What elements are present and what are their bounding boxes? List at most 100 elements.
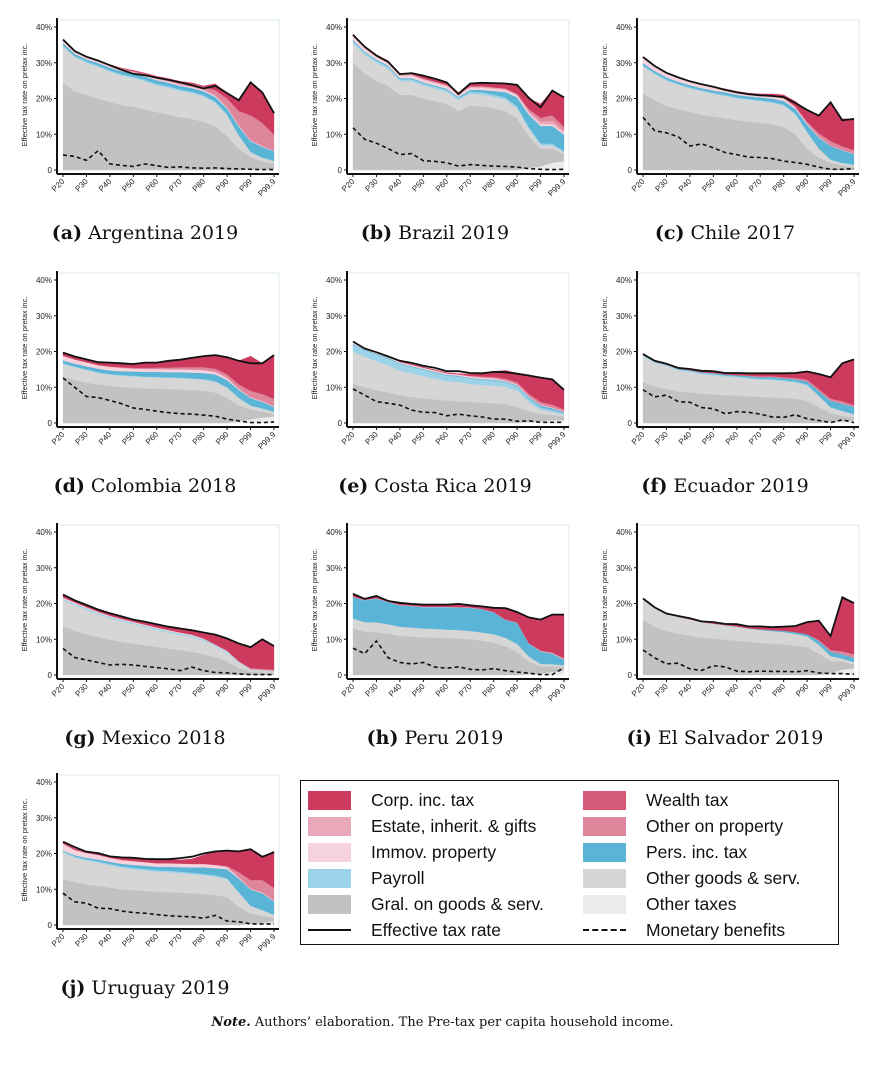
legend-label: Wealth tax <box>646 789 729 810</box>
x-tick-label: P90 <box>504 682 521 699</box>
chart-caption: (i) El Salvador 2019 <box>580 727 870 749</box>
y-tick-label: 10% <box>326 383 342 392</box>
chart-title: Argentina 2019 <box>88 222 239 244</box>
x-tick-label: P50 <box>700 430 717 447</box>
y-axis-label: Effective tax rate on pretax inc. <box>310 549 319 652</box>
x-tick-label: P60 <box>434 682 451 699</box>
legend-item: Gral. on goods & serv. <box>308 891 544 917</box>
chart-panel: 0 10% 20% 30% 40% P20 P30 P40 P50 P60 P70 P80 P90 P99… <box>0 755 290 1005</box>
chart-caption: (b) Brazil 2019 <box>290 222 580 244</box>
caption-letter: (j) <box>60 977 86 999</box>
y-tick-label: 10% <box>616 383 632 392</box>
legend-item: Estate, inherit. & gifts <box>308 813 544 839</box>
legend-label: Other goods & serv. <box>646 867 801 888</box>
x-tick-label: P80 <box>191 682 208 699</box>
legend-swatch <box>308 868 351 888</box>
x-tick-label: P80 <box>771 682 788 699</box>
x-tick-label: P40 <box>97 177 114 194</box>
x-tick-label: P80 <box>191 177 208 194</box>
caption-letter: (d) <box>53 475 85 497</box>
x-tick-label: P40 <box>387 430 404 447</box>
y-tick-label: 30% <box>36 59 52 68</box>
y-tick-label: 40% <box>616 528 632 537</box>
y-tick-label: 30% <box>36 814 52 823</box>
y-tick-label: 40% <box>326 23 342 32</box>
y-tick-label: 30% <box>326 312 342 321</box>
x-tick-label: P30 <box>73 177 90 194</box>
caption-letter: (c) <box>654 222 685 244</box>
chart-title: Uruguay 2019 <box>91 977 230 999</box>
chart-title: Brazil 2019 <box>398 222 510 244</box>
chart-panel: 0 10% 20% 30% 40% P20 P30 P40 P50 P60 P70 P80 P90 P99… <box>580 0 870 250</box>
area-chart: 0 10% 20% 30% 40% P20 P30 P40 P50 P60 P70 P80 P90 P99… <box>20 773 280 953</box>
x-tick-label: P50 <box>700 682 717 699</box>
x-tick-label: P70 <box>167 430 184 447</box>
legend-swatch <box>308 790 351 810</box>
area-chart: 0 10% 20% 30% 40% P20 P30 P40 P50 P60 P70 P80 P90 P99… <box>600 523 860 703</box>
effective-tax-rate-line <box>62 351 275 365</box>
y-axis-label: Effective tax rate on pretax inc. <box>20 297 29 400</box>
chart-caption: (c) Chile 2017 <box>580 222 870 244</box>
y-tick-label: 40% <box>616 276 632 285</box>
legend-label: Pers. inc. tax <box>646 841 748 862</box>
y-tick-label: 10% <box>616 130 632 139</box>
y-tick-label: 10% <box>36 130 52 139</box>
legend-item: Payroll <box>308 865 544 891</box>
effective-tax-rate-line <box>642 596 855 638</box>
y-tick-label: 30% <box>326 59 342 68</box>
x-tick-label: P80 <box>191 932 208 949</box>
legend-swatch <box>583 842 626 862</box>
x-tick-label: P30 <box>363 430 380 447</box>
effective-tax-rate-line <box>62 38 275 114</box>
x-tick-label: P40 <box>387 177 404 194</box>
x-tick-label: P30 <box>653 682 670 699</box>
y-tick-label: 30% <box>36 564 52 573</box>
x-tick-label: P40 <box>97 932 114 949</box>
chart-title: Chile 2017 <box>690 222 796 244</box>
chart-title: Mexico 2018 <box>101 727 226 749</box>
x-tick-label: P40 <box>387 682 404 699</box>
x-tick-label: P99.9 <box>546 682 568 704</box>
x-tick-label: P50 <box>410 682 427 699</box>
x-tick-label: P99.9 <box>836 430 858 452</box>
chart-panel: 0 10% 20% 30% 40% P20 P30 P40 P50 P60 P70 P80 P90 P99… <box>290 0 580 250</box>
chart-panel: 0 10% 20% 30% 40% P20 P30 P40 P50 P60 P70 P80 P90 P99… <box>290 253 580 503</box>
y-tick-label: 20% <box>36 600 52 609</box>
area-chart: 0 10% 20% 30% 40% P20 P30 P40 P50 P60 P70 P80 P90 P99… <box>20 18 280 198</box>
y-tick-label: 0 <box>48 671 53 680</box>
y-tick-label: 10% <box>36 383 52 392</box>
area-chart: 0 10% 20% 30% 40% P20 P30 P40 P50 P60 P70 P80 P90 P99… <box>310 18 570 198</box>
y-tick-label: 20% <box>616 600 632 609</box>
area-chart: 0 10% 20% 30% 40% P20 P30 P40 P50 P60 P70 P80 P90 P99… <box>20 271 280 451</box>
x-tick-label: P80 <box>481 177 498 194</box>
y-tick-label: 30% <box>326 564 342 573</box>
x-tick-label: P30 <box>73 682 90 699</box>
y-axis-label: Effective tax rate on pretax inc. <box>600 44 609 147</box>
y-tick-label: 20% <box>326 95 342 104</box>
legend-swatch <box>583 894 626 914</box>
legend-item: Monetary benefits <box>583 917 800 943</box>
y-tick-label: 0 <box>628 419 633 428</box>
x-tick-label: P60 <box>724 682 741 699</box>
chart-panel: 0 10% 20% 30% 40% P20 P30 P40 P50 P60 P70 P80 P90 P99… <box>580 505 870 755</box>
note-text: Authors’ elaboration. The Pre-tax per ca… <box>254 1015 674 1030</box>
legend-swatch <box>308 894 351 914</box>
monetary-benefits-line <box>62 377 275 424</box>
y-tick-label: 20% <box>36 95 52 104</box>
legend-swatch <box>308 816 351 836</box>
x-tick-label: P20 <box>630 430 647 447</box>
legend-swatch <box>583 816 626 836</box>
x-tick-label: P70 <box>457 682 474 699</box>
y-axis-label: Effective tax rate on pretax inc. <box>310 297 319 400</box>
x-tick-label: P20 <box>50 932 67 949</box>
area-chart: 0 10% 20% 30% 40% P20 P30 P40 P50 P60 P70 P80 P90 P99… <box>20 523 280 703</box>
x-tick-label: P60 <box>144 682 161 699</box>
caption-letter: (f) <box>641 475 668 497</box>
area-chart: 0 10% 20% 30% 40% P20 P30 P40 P50 P60 P70 P80 P90 P99… <box>600 271 860 452</box>
chart-panel: 0 10% 20% 30% 40% P20 P30 P40 P50 P60 P70 P80 P90 P99… <box>580 253 870 503</box>
legend-item: Effective tax rate <box>308 917 544 943</box>
legend-label: Gral. on goods & serv. <box>371 893 544 914</box>
y-tick-label: 10% <box>36 885 52 894</box>
area-chart: 0 10% 20% 30% 40% P20 P30 P40 P50 P60 P70 P80 P90 P99… <box>310 523 570 704</box>
x-tick-label: P99 <box>528 177 545 194</box>
